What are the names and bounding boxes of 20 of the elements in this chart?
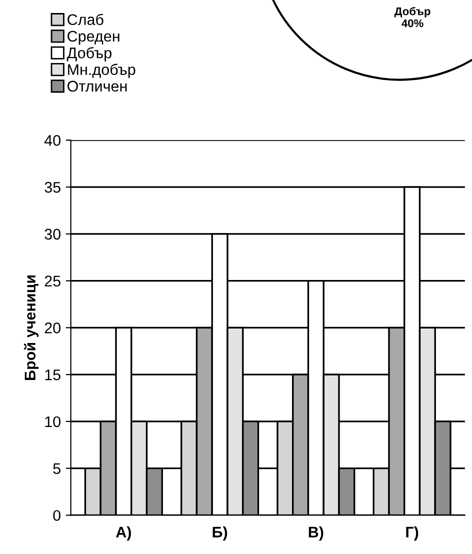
y-tick-label: 20 (44, 322, 60, 334)
x-tick-label: Г) (406, 526, 418, 541)
y-tick-label: 30 (44, 228, 60, 240)
legend-label: Добър (66, 46, 112, 62)
y-axis-title: Брой ученици (24, 275, 39, 380)
legend-label: Мн.добър (68, 64, 136, 78)
y-tick-label: 10 (45, 416, 60, 428)
y-tick-label: 25 (44, 276, 60, 286)
x-tick-label: Б) (212, 526, 228, 541)
y-tick-label: 15 (45, 370, 60, 380)
legend-label: Слаб (68, 14, 104, 26)
text: Добър 40% (394, 6, 430, 28)
y-tick-label: 40 (44, 135, 60, 146)
legend-label: Отличен (68, 80, 127, 92)
y-tick-label: 35 (44, 182, 60, 193)
legend-label: Среден (68, 30, 120, 45)
y-tick-label: 0 (53, 510, 60, 521)
y-tick-label: 5 (53, 463, 60, 474)
x-tick-label: В) (308, 526, 324, 541)
x-tick-label: А) (116, 526, 131, 541)
